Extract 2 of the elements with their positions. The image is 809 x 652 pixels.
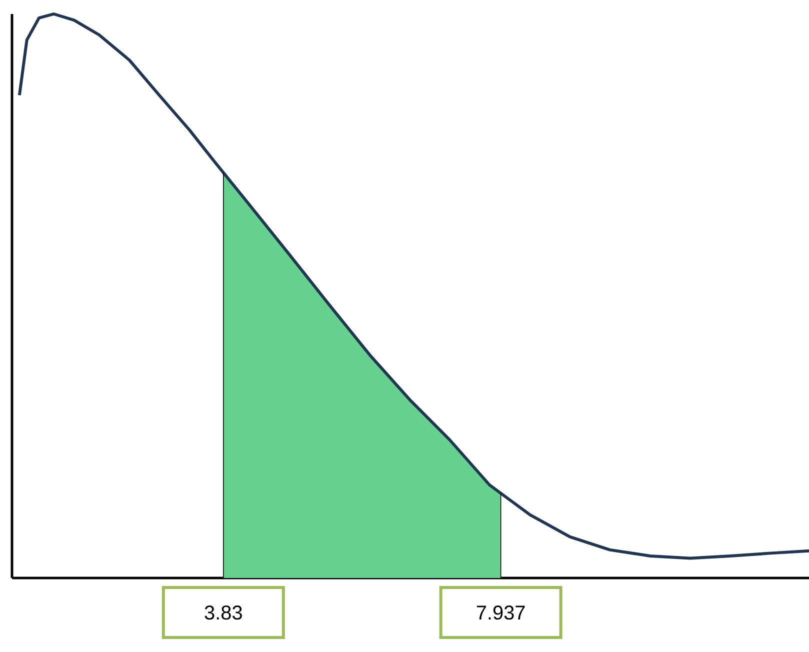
x-tick-label: 3.83 <box>204 606 242 620</box>
x-tick-label: 7.937 <box>476 606 525 620</box>
